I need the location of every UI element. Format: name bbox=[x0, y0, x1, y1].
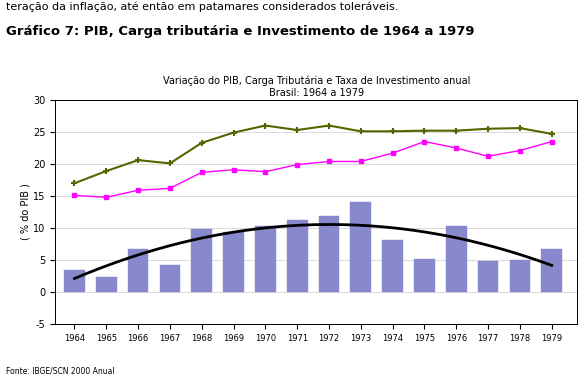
Title: Variação do PIB, Carga Tributária e Taxa de Investimento anual
Brasil: 1964 a 19: Variação do PIB, Carga Tributária e Taxa… bbox=[163, 76, 470, 98]
Bar bbox=[446, 226, 466, 292]
Bar bbox=[414, 259, 435, 292]
Y-axis label: ( % do PIB ): ( % do PIB ) bbox=[20, 184, 30, 241]
Bar bbox=[64, 270, 85, 292]
Bar bbox=[223, 232, 244, 292]
Bar bbox=[255, 225, 276, 292]
Text: teração da inflação, até então em patamares considerados toleráveis.: teração da inflação, até então em patama… bbox=[6, 2, 398, 12]
Bar bbox=[128, 249, 149, 292]
Bar bbox=[319, 216, 339, 292]
Bar bbox=[287, 220, 307, 292]
Bar bbox=[191, 229, 212, 292]
Bar bbox=[96, 277, 117, 292]
Bar bbox=[350, 202, 371, 292]
Bar bbox=[542, 248, 562, 292]
Text: Fonte: IBGE/SCN 2000 Anual: Fonte: IBGE/SCN 2000 Anual bbox=[6, 366, 114, 375]
Bar bbox=[510, 261, 531, 292]
Bar bbox=[477, 261, 498, 292]
Bar bbox=[382, 240, 403, 292]
Text: Gráfico 7: PIB, Carga tributária e Investimento de 1964 a 1979: Gráfico 7: PIB, Carga tributária e Inves… bbox=[6, 25, 475, 37]
Bar bbox=[160, 265, 180, 292]
